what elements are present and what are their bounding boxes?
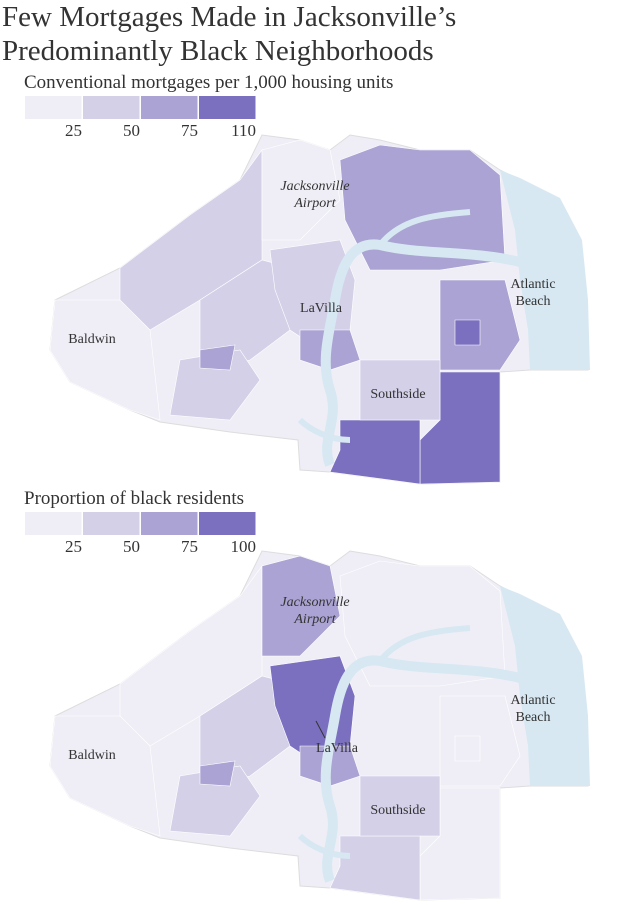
legend-tick-label: 110 xyxy=(231,121,256,140)
legend-tick-label: 100 xyxy=(231,537,257,556)
legend-swatch xyxy=(83,96,140,119)
district xyxy=(359,359,441,421)
district xyxy=(359,775,441,837)
place-label: Southside xyxy=(370,387,425,402)
district xyxy=(329,419,421,485)
place-label: Southside xyxy=(370,803,425,818)
place-label: Airport xyxy=(293,612,336,627)
legend-tick-label: 25 xyxy=(65,121,82,140)
place-label: LaVilla xyxy=(316,741,359,756)
legend-tick-label: 50 xyxy=(123,121,140,140)
district xyxy=(199,760,236,787)
legend-tick-label: 75 xyxy=(181,537,198,556)
district xyxy=(261,139,341,241)
river xyxy=(297,625,471,859)
title-line: Predominantly Black Neighborhoods xyxy=(2,35,434,67)
district xyxy=(454,319,481,346)
legend-tick-label: 25 xyxy=(65,537,82,556)
ocean xyxy=(500,586,590,786)
river xyxy=(320,239,522,467)
district xyxy=(454,735,481,762)
legend-swatch xyxy=(199,512,256,535)
place-label: Jacksonville xyxy=(280,179,349,194)
title-line: Few Mortgages Made in Jacksonville’s xyxy=(2,1,456,33)
district xyxy=(49,715,161,837)
legend-title: Proportion of black residents xyxy=(24,488,244,509)
legend-swatch xyxy=(83,512,140,535)
place-label: Airport xyxy=(293,196,336,211)
place-label: Jacksonville xyxy=(280,595,349,610)
place-label: Baldwin xyxy=(68,748,115,763)
river xyxy=(320,655,522,883)
legend-swatch xyxy=(141,512,198,535)
legend-title: Conventional mortgages per 1,000 housing… xyxy=(24,72,393,93)
place-label: Baldwin xyxy=(68,332,115,347)
place-label: Beach xyxy=(516,294,551,309)
legend-swatch xyxy=(25,512,82,535)
legend-tick-label: 75 xyxy=(181,121,198,140)
place-label: Beach xyxy=(516,710,551,725)
district xyxy=(199,344,236,371)
place-label: Atlantic xyxy=(510,693,555,708)
river xyxy=(297,209,471,443)
legend-swatch xyxy=(141,96,198,119)
place-label: Atlantic xyxy=(510,277,555,292)
ocean xyxy=(500,170,590,370)
map: Jacksonville Airport Atlantic Beach LaVilla B… xyxy=(49,134,590,485)
district xyxy=(329,835,421,901)
legend-swatch xyxy=(199,96,256,119)
map: Jacksonville Airport Atlantic Beach LaVilla B… xyxy=(49,550,590,901)
district xyxy=(261,555,341,657)
legend-swatch xyxy=(25,96,82,119)
legend-tick-label: 50 xyxy=(123,537,140,556)
district xyxy=(49,299,161,421)
leader-line xyxy=(315,720,326,739)
place-label: LaVilla xyxy=(300,301,343,316)
